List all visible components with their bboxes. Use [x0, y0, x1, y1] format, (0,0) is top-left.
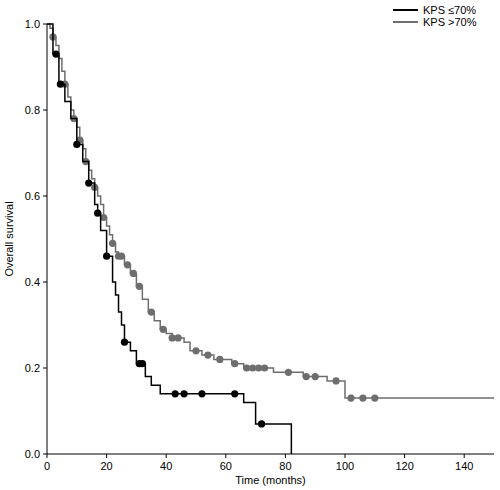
- censor-marker: [231, 390, 238, 397]
- censor-marker: [124, 261, 131, 268]
- censor-marker: [258, 420, 265, 427]
- x-tick: [225, 454, 226, 458]
- censor-marker: [85, 180, 92, 187]
- x-tick-label: 40: [160, 460, 172, 472]
- chart-svg: 0.0 0.2 0.4 0.6 0.8 1.0 0 20 40 60 80 100 120 140 Time…: [0, 0, 500, 490]
- legend-label: KPS >70%: [423, 16, 477, 28]
- censor-marker: [94, 210, 101, 217]
- x-tick-label: 20: [100, 460, 112, 472]
- x-tick-label: 100: [336, 460, 354, 472]
- chart-container: 0.0 0.2 0.4 0.6 0.8 1.0 0 20 40 60 80 100 120 140 Time…: [0, 0, 500, 490]
- x-tick-label: 60: [220, 460, 232, 472]
- x-tick: [106, 454, 107, 458]
- y-tick-label: 0.6: [25, 190, 40, 202]
- legend-swatch: [393, 9, 418, 11]
- censor-marker: [359, 395, 366, 402]
- censor-marker: [136, 283, 143, 290]
- x-axis-label: Time (months): [235, 474, 306, 486]
- censor-marker: [109, 240, 116, 247]
- censor-marker: [175, 334, 182, 341]
- x-tick: [47, 454, 48, 458]
- censor-marker: [103, 253, 110, 260]
- censor-marker: [121, 339, 128, 346]
- censor-marker: [160, 326, 167, 333]
- y-tick: [43, 454, 47, 455]
- censor-marker: [231, 360, 238, 367]
- y-tick: [43, 368, 47, 369]
- y-tick-label: 1.0: [25, 18, 40, 30]
- censor-marker: [204, 352, 211, 359]
- y-tick-label: 0.4: [25, 276, 40, 288]
- survival-curve: [47, 24, 494, 398]
- censor-marker: [198, 390, 205, 397]
- x-tick: [166, 454, 167, 458]
- x-tick: [285, 454, 286, 458]
- survival-curve: [47, 24, 291, 454]
- censor-marker: [130, 270, 137, 277]
- x-tick: [345, 454, 346, 458]
- censor-marker: [57, 81, 64, 88]
- x-tick-label: 140: [455, 460, 473, 472]
- censor-marker: [285, 369, 292, 376]
- censor-marker: [371, 395, 378, 402]
- y-tick: [43, 110, 47, 111]
- y-tick-label: 0.0: [25, 448, 40, 460]
- censor-marker: [312, 373, 319, 380]
- censor-marker: [180, 390, 187, 397]
- censor-marker: [261, 364, 268, 371]
- legend-swatch: [393, 21, 418, 23]
- y-tick: [43, 282, 47, 283]
- y-tick: [43, 24, 47, 25]
- y-tick: [43, 196, 47, 197]
- censor-marker: [148, 309, 155, 316]
- censor-marker: [303, 373, 310, 380]
- censor-marker: [52, 51, 59, 58]
- censor-marker: [73, 141, 80, 148]
- y-tick-label: 0.8: [25, 104, 40, 116]
- censor-marker: [118, 253, 125, 260]
- censor-marker: [347, 395, 354, 402]
- x-tick-label: 0: [44, 460, 50, 472]
- legend-label: KPS ≤70%: [423, 4, 476, 16]
- x-tick-label: 80: [279, 460, 291, 472]
- censor-marker: [332, 377, 339, 384]
- x-axis-line: [47, 454, 494, 455]
- censor-marker: [192, 347, 199, 354]
- censor-marker: [172, 390, 179, 397]
- x-tick-label: 120: [395, 460, 413, 472]
- legend: KPS ≤70%KPS >70%: [393, 4, 477, 28]
- x-tick: [464, 454, 465, 458]
- plot-area: [47, 24, 494, 454]
- y-tick-label: 0.2: [25, 362, 40, 374]
- x-tick: [404, 454, 405, 458]
- censor-marker: [216, 356, 223, 363]
- y-axis-line: [47, 24, 48, 454]
- y-axis-label: Overall survival: [3, 201, 15, 276]
- censor-marker: [139, 360, 146, 367]
